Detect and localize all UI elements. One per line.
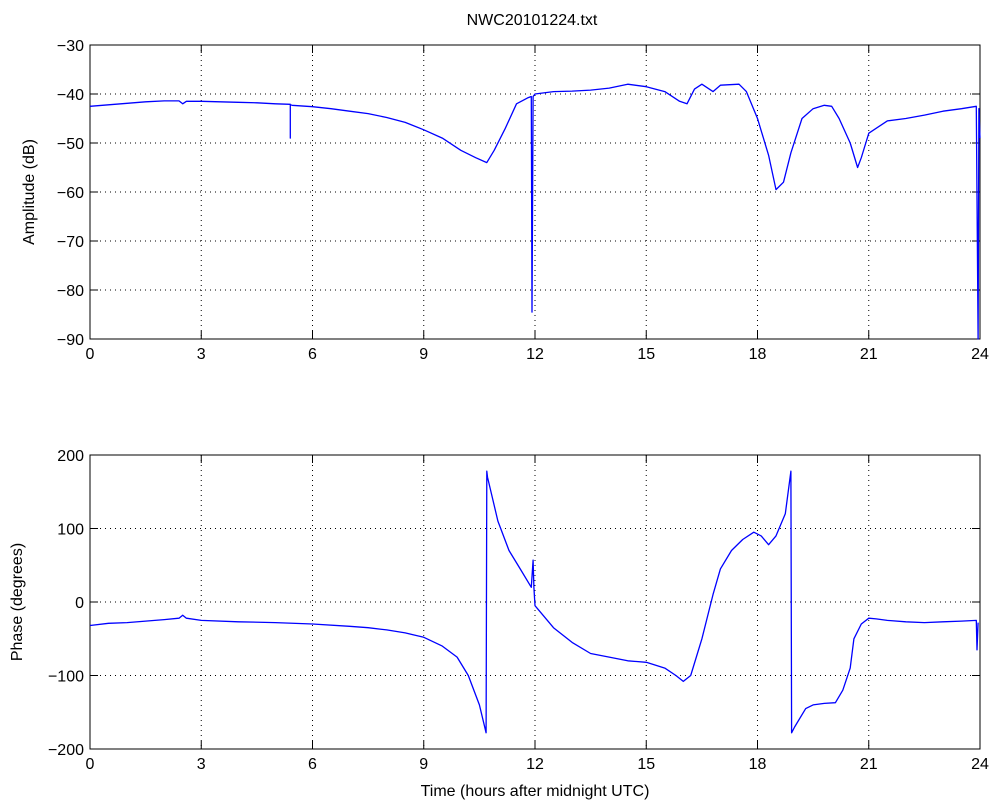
y-tick-label: −100 (48, 669, 84, 686)
x-tick-label: 24 (971, 346, 989, 363)
phase-y-axis-label: Phase (degrees) (9, 543, 26, 661)
y-tick-label: 0 (75, 595, 84, 612)
y-tick-label: −50 (57, 136, 84, 153)
x-tick-label: 15 (637, 756, 655, 773)
x-tick-label: 21 (860, 756, 878, 773)
x-tick-label: 21 (860, 346, 878, 363)
figure-title: NWC20101224.txt (467, 12, 598, 29)
phase-panel: 0 3 6 9 12 15 18 21 24 −200 −100 0 100 200 Phase (deg… (9, 448, 989, 800)
phase-series (89, 470, 979, 734)
y-tick-label: −40 (57, 87, 84, 104)
x-tick-label: 3 (197, 756, 206, 773)
x-tick-label: 24 (971, 756, 989, 773)
amplitude-series (89, 83, 981, 340)
y-tick-label: −60 (57, 185, 84, 202)
amplitude-y-axis-label: Amplitude (dB) (21, 139, 38, 245)
y-tick-label: 200 (57, 448, 84, 465)
x-tick-label: 3 (197, 346, 206, 363)
series-line (89, 470, 979, 734)
x-tick-label: 9 (419, 756, 428, 773)
x-tick-label: 0 (86, 346, 95, 363)
y-tick-label: −70 (57, 234, 84, 251)
x-tick-label: 6 (308, 756, 317, 773)
series-line (89, 83, 981, 340)
y-tick-label: −200 (48, 742, 84, 759)
amplitude-axis-ticks: 0 3 6 9 12 15 18 21 24 −90 −80 −70 −60 −50 −40 −30 (57, 38, 989, 363)
x-tick-label: 6 (308, 346, 317, 363)
y-tick-label: 100 (57, 522, 84, 539)
x-tick-label: 15 (637, 346, 655, 363)
x-tick-label: 18 (749, 756, 767, 773)
phase-x-axis-label: Time (hours after midnight UTC) (421, 783, 650, 800)
y-tick-label: −90 (57, 332, 84, 349)
amplitude-panel: 0 3 6 9 12 15 18 21 24 −90 −80 −70 −60 −50 −40 −30 Ampl… (21, 38, 989, 363)
x-tick-label: 0 (86, 756, 95, 773)
x-tick-label: 12 (526, 346, 544, 363)
phase-axis-ticks: 0 3 6 9 12 15 18 21 24 −200 −100 0 100 200 (48, 448, 989, 773)
y-tick-label: −80 (57, 283, 84, 300)
x-tick-label: 12 (526, 756, 544, 773)
y-tick-label: −30 (57, 38, 84, 55)
x-tick-label: 9 (419, 346, 428, 363)
x-tick-label: 18 (749, 346, 767, 363)
